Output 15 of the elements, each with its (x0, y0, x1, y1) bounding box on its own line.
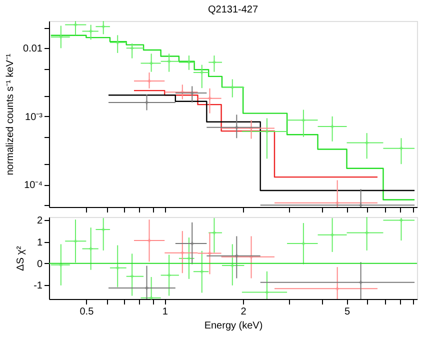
y-tick-label: -1 (34, 280, 43, 292)
y-axis-title: ΔS χ² (16, 245, 27, 271)
x-tick-label: 1 (162, 306, 168, 318)
y-tick-label: 10⁻³ (25, 112, 44, 123)
y-tick-label: 1 (36, 237, 43, 248)
x-tick-label: 0.5 (80, 306, 94, 318)
x-axis-title: Energy (keV) (204, 320, 263, 332)
y-tick-label: 0 (36, 258, 43, 270)
y-tick-label: 2 (36, 216, 43, 227)
chart-title: Q2131-427 (208, 4, 258, 16)
y-tick-label: 10⁻⁴ (24, 180, 42, 192)
x-tick-label: 5 (344, 306, 350, 318)
y-tick-label: 0.01 (23, 44, 43, 55)
y-axis-title: normalized counts s⁻¹ keV⁻¹ (5, 53, 16, 176)
x-tick-label: 2 (240, 306, 247, 318)
